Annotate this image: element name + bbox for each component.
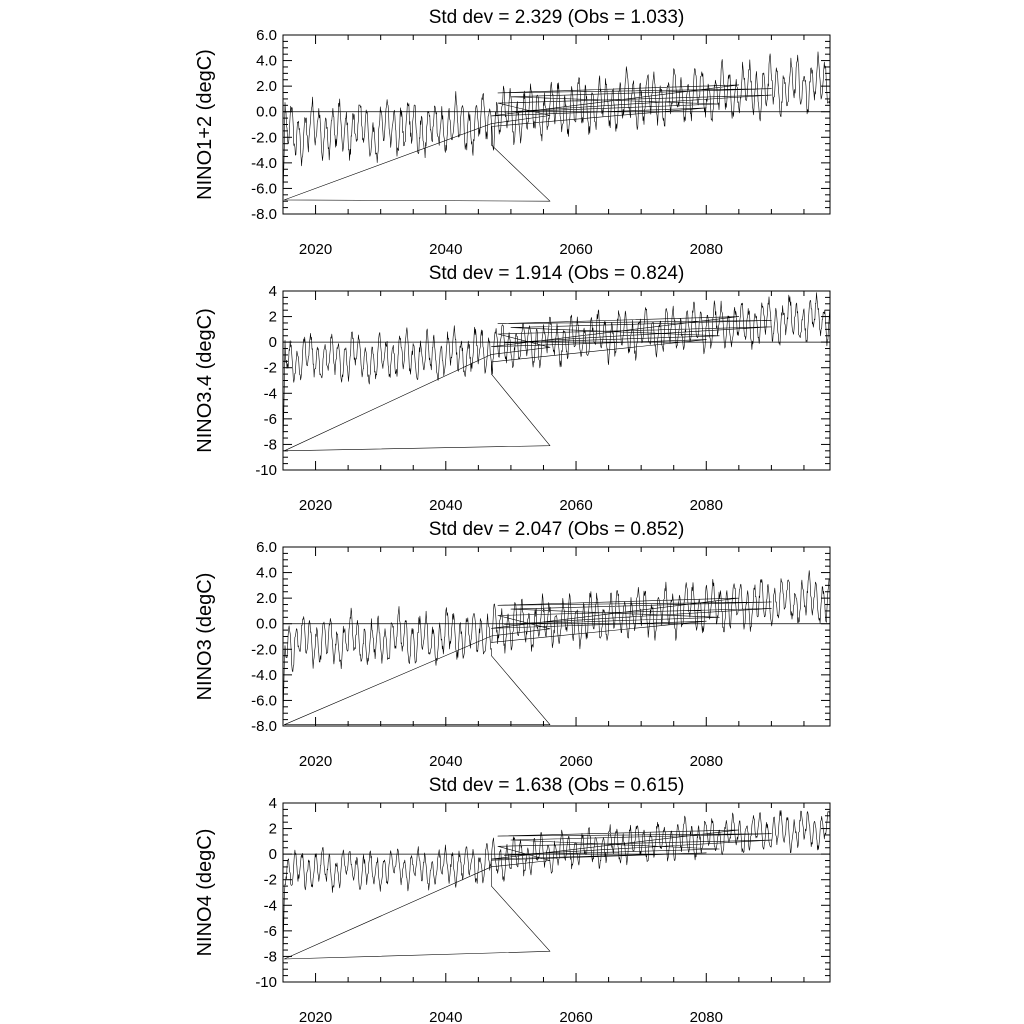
- panel-title: Std dev = 1.638 (Obs = 0.615): [429, 775, 685, 796]
- y-tick-label: -2.0: [251, 641, 277, 658]
- y-tick-label: 6.0: [256, 539, 277, 556]
- series-line: [282, 292, 831, 452]
- y-tick-label: 4: [269, 795, 277, 812]
- y-tick-label: 0.0: [256, 616, 277, 633]
- series-line: [282, 570, 831, 725]
- y-tick-label: -4: [264, 897, 277, 914]
- x-tick-label: 2020: [299, 1009, 332, 1024]
- y-tick-label: 2: [269, 309, 277, 326]
- y-tick-label: -6: [264, 923, 277, 940]
- y-tick-label: 2.0: [256, 590, 277, 607]
- series-line: [282, 51, 831, 202]
- plot-frame: [282, 546, 831, 727]
- x-tick-label: 2080: [690, 1009, 723, 1024]
- x-tick-label: 2080: [690, 753, 723, 770]
- plot-frame: [282, 802, 831, 983]
- panel-1: Std dev = 2.329 (Obs = 1.033) NINO1+2 (de…: [194, 7, 831, 258]
- x-tick-label: 2080: [690, 241, 723, 258]
- panel-title: Std dev = 2.329 (Obs = 1.033): [429, 7, 685, 28]
- x-tick-label: 2020: [299, 241, 332, 258]
- y-tick-label: -6.0: [251, 692, 277, 709]
- x-tick-label: 2080: [690, 497, 723, 514]
- y-tick-label: -6: [264, 411, 277, 428]
- x-tick-label: 2060: [559, 241, 592, 258]
- x-tick-label: 2060: [559, 497, 592, 514]
- panel-title: Std dev = 2.047 (Obs = 0.852): [429, 519, 685, 540]
- x-tick-label: 2060: [559, 1009, 592, 1024]
- x-tick-label: 2060: [559, 753, 592, 770]
- y-tick-label: 4: [269, 283, 277, 300]
- panel-3: Std dev = 2.047 (Obs = 0.852) NINO3 (degC…: [194, 519, 831, 770]
- y-tick-label: 2: [269, 821, 277, 838]
- y-axis-label: NINO3.4 (degC): [194, 308, 216, 453]
- y-tick-label: -4.0: [251, 155, 277, 172]
- y-tick-label: -10: [255, 974, 277, 991]
- y-tick-label: 4.0: [256, 565, 277, 582]
- y-tick-label: 0.0: [256, 104, 277, 121]
- y-axis-label: NINO3 (degC): [194, 573, 216, 701]
- panel-4: Std dev = 1.638 (Obs = 0.615) NINO4 (degC…: [194, 775, 831, 1024]
- y-tick-label: -6.0: [251, 180, 277, 197]
- y-tick-label: -2.0: [251, 129, 277, 146]
- plot-frame: [282, 290, 831, 471]
- panel-2: Std dev = 1.914 (Obs = 0.824) NINO3.4 (de…: [194, 263, 831, 514]
- series-line: [282, 810, 831, 960]
- y-tick-label: -2: [264, 360, 277, 377]
- y-tick-label: -4.0: [251, 667, 277, 684]
- y-tick-label: -4: [264, 385, 277, 402]
- y-tick-label: -8: [264, 436, 277, 453]
- y-tick-label: -8: [264, 948, 277, 965]
- y-axis-label: NINO1+2 (degC): [194, 49, 216, 200]
- x-tick-label: 2040: [429, 497, 462, 514]
- y-tick-label: 0: [269, 334, 277, 351]
- x-tick-label: 2040: [429, 241, 462, 258]
- y-tick-label: -8.0: [251, 718, 277, 735]
- y-axis-label: NINO4 (degC): [194, 829, 216, 957]
- y-tick-label: 0: [269, 846, 277, 863]
- y-tick-label: 6.0: [256, 27, 277, 44]
- x-tick-label: 2020: [299, 497, 332, 514]
- y-tick-label: -10: [255, 462, 277, 479]
- y-tick-label: 4.0: [256, 53, 277, 70]
- x-tick-label: 2040: [429, 753, 462, 770]
- y-tick-label: -8.0: [251, 206, 277, 223]
- x-tick-label: 2040: [429, 1009, 462, 1024]
- panel-title: Std dev = 1.914 (Obs = 0.824): [429, 263, 685, 284]
- y-tick-label: 2.0: [256, 78, 277, 95]
- x-tick-label: 2020: [299, 753, 332, 770]
- y-tick-label: -2: [264, 872, 277, 889]
